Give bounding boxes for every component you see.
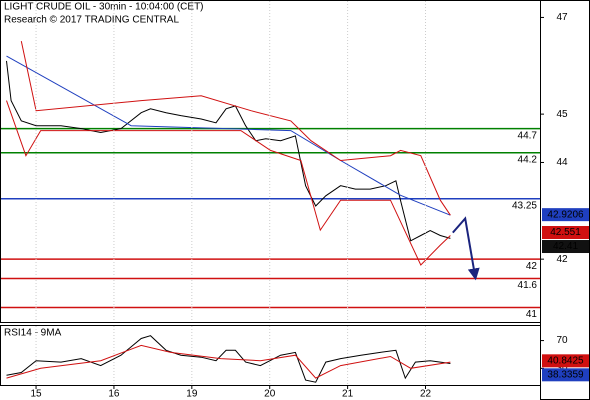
x-tick-label: 22	[420, 389, 432, 400]
level-label: 44.2	[518, 154, 538, 165]
x-tick-label: 19	[186, 389, 198, 400]
level-label: 42	[526, 261, 538, 272]
series-line	[6, 55, 451, 216]
rsi-title: RSI14 - 9MA	[4, 328, 62, 339]
y-tick-label: 42	[556, 254, 568, 265]
y-tick-label: 70	[556, 335, 568, 346]
rsi-panel	[0, 325, 541, 386]
x-tick-label: 15	[30, 389, 42, 400]
chart-title: LIGHT CRUDE OIL - 30min - 10:04:00 (CET)	[4, 2, 204, 13]
level-label: 44.7	[518, 130, 538, 141]
price-box-label: 42.9206	[547, 209, 584, 220]
series-line	[20, 40, 451, 216]
price-box-label: 38.3359	[547, 369, 584, 380]
y-tick-label: 47	[556, 12, 568, 23]
price-box	[542, 354, 589, 368]
price-panel	[0, 0, 541, 323]
x-tick-label: 16	[108, 389, 120, 400]
y-tick-label: 44	[556, 157, 568, 168]
x-tick-label: 20	[264, 389, 276, 400]
series-line	[6, 344, 451, 379]
price-box	[542, 240, 589, 254]
forecast-arrow	[452, 216, 480, 281]
price-box-label: 40.8425	[547, 355, 584, 366]
price-box	[542, 368, 589, 382]
level-label: 43.25	[512, 200, 537, 211]
price-box	[542, 208, 589, 222]
chart-subtitle: Research © 2017 TRADING CENTRAL	[4, 15, 179, 26]
y-tick-label: 45	[556, 109, 568, 120]
price-box-label: 42.41	[553, 241, 578, 252]
level-label: 41	[526, 309, 538, 320]
series-line	[6, 100, 451, 266]
price-box	[542, 226, 589, 240]
level-label: 41.6	[518, 280, 538, 291]
price-box-label: 42.551	[550, 227, 581, 238]
series-line	[6, 335, 451, 383]
x-tick-label: 21	[342, 389, 354, 400]
